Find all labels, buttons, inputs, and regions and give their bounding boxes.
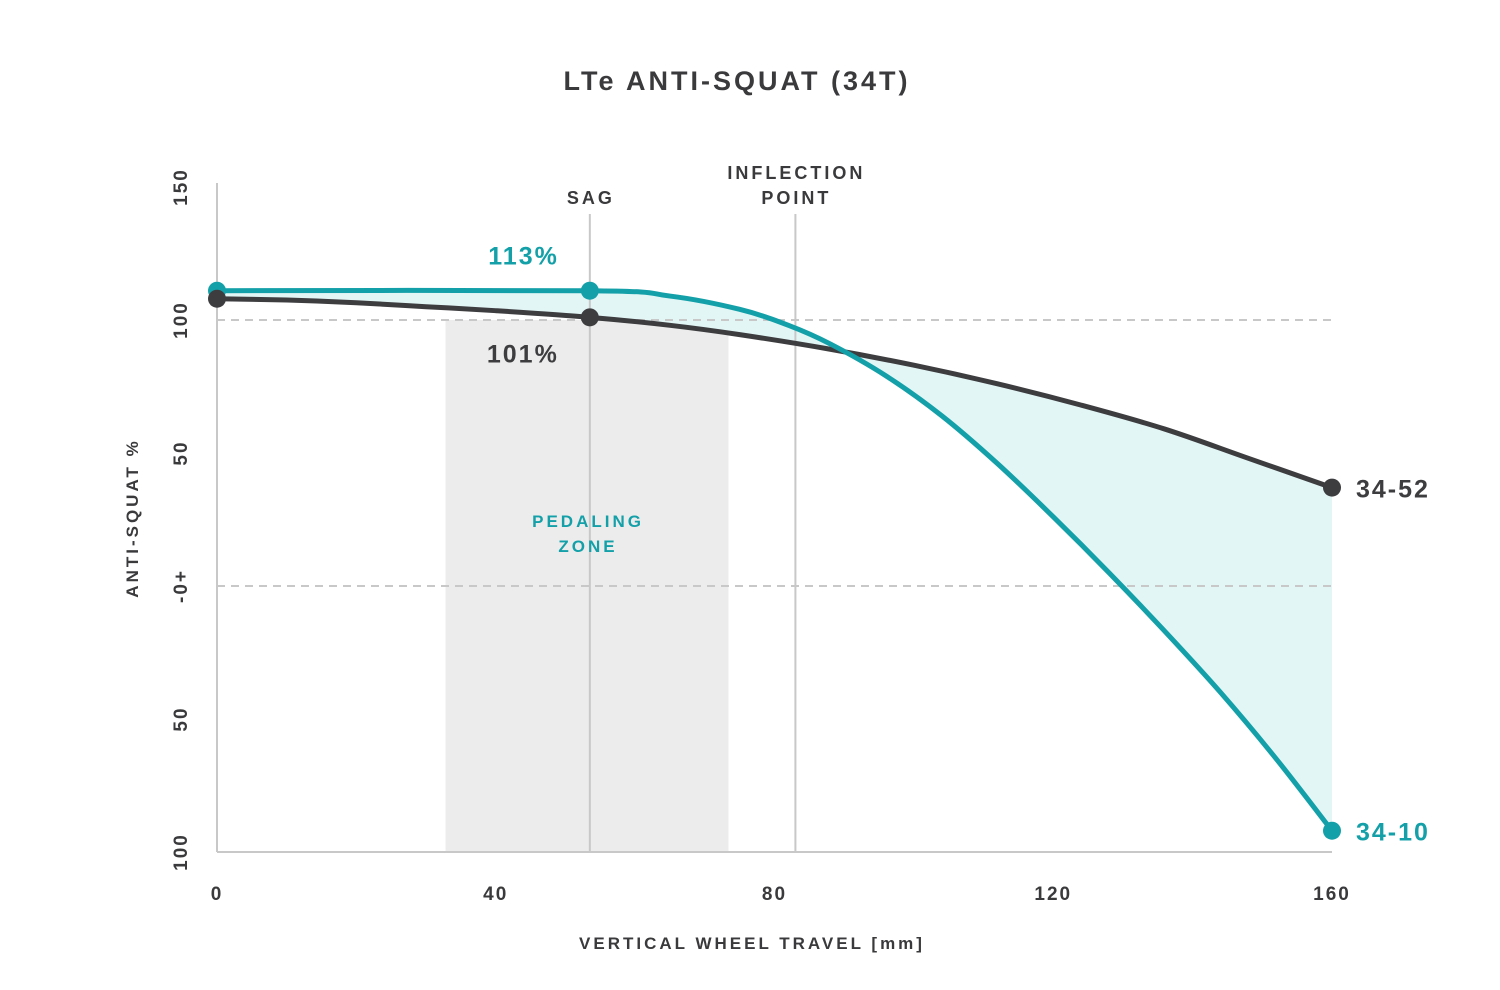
y-axis-title: ANTI-SQUAT % bbox=[123, 438, 142, 597]
fill-between-layer bbox=[217, 290, 1332, 831]
series-line-34-52 bbox=[214, 296, 1335, 491]
pedaling-zone-label: ZONE bbox=[558, 537, 617, 556]
series-layer bbox=[208, 281, 1341, 840]
y-tick-label: -0+ bbox=[171, 569, 192, 603]
x-tick-label: 40 bbox=[483, 884, 508, 905]
series-point-34-52 bbox=[1323, 478, 1341, 497]
series-line-34-10 bbox=[214, 287, 1335, 834]
y-tick-label: 100 bbox=[171, 301, 192, 339]
y-tick-label: 50 bbox=[171, 706, 192, 731]
y-tick-label: 100 bbox=[171, 833, 192, 871]
x-tick-label: 160 bbox=[1313, 884, 1351, 905]
label-layer: SAG INFLECTION POINT PEDALING ZONE 113% 101% 34… bbox=[487, 163, 1430, 847]
vertical-marker-label: SAG bbox=[567, 188, 615, 208]
data-label-34-10-sag: 113% bbox=[488, 243, 559, 271]
axis-layer: 0 40 80 120 160 150 100 50 -0+ 50 100 bbox=[171, 168, 1351, 905]
data-label-34-52-sag: 101% bbox=[487, 340, 559, 368]
x-tick-label: 80 bbox=[762, 884, 787, 905]
fill-between-series bbox=[217, 290, 1332, 831]
y-tick-label: 50 bbox=[171, 440, 192, 465]
x-tick-label: 120 bbox=[1034, 884, 1072, 905]
vertical-marker-label: POINT bbox=[761, 188, 831, 208]
series-label-34-10: 34-10 bbox=[1356, 819, 1430, 847]
vertical-marker-label: INFLECTION bbox=[727, 163, 865, 183]
x-tick-label: 0 bbox=[211, 884, 224, 905]
y-tick-label: 150 bbox=[171, 168, 192, 206]
chart-title: LTe ANTI-SQUAT (34T) bbox=[564, 66, 911, 96]
series-point-34-10 bbox=[1323, 821, 1341, 840]
pedaling-zone-label: PEDALING bbox=[532, 512, 644, 531]
series-label-34-52: 34-52 bbox=[1356, 476, 1430, 504]
series-point-34-10 bbox=[580, 281, 599, 300]
x-axis-title: VERTICAL WHEEL TRAVEL [mm] bbox=[579, 934, 925, 953]
series-point-34-52 bbox=[580, 308, 599, 327]
series-point-34-52 bbox=[208, 289, 226, 308]
